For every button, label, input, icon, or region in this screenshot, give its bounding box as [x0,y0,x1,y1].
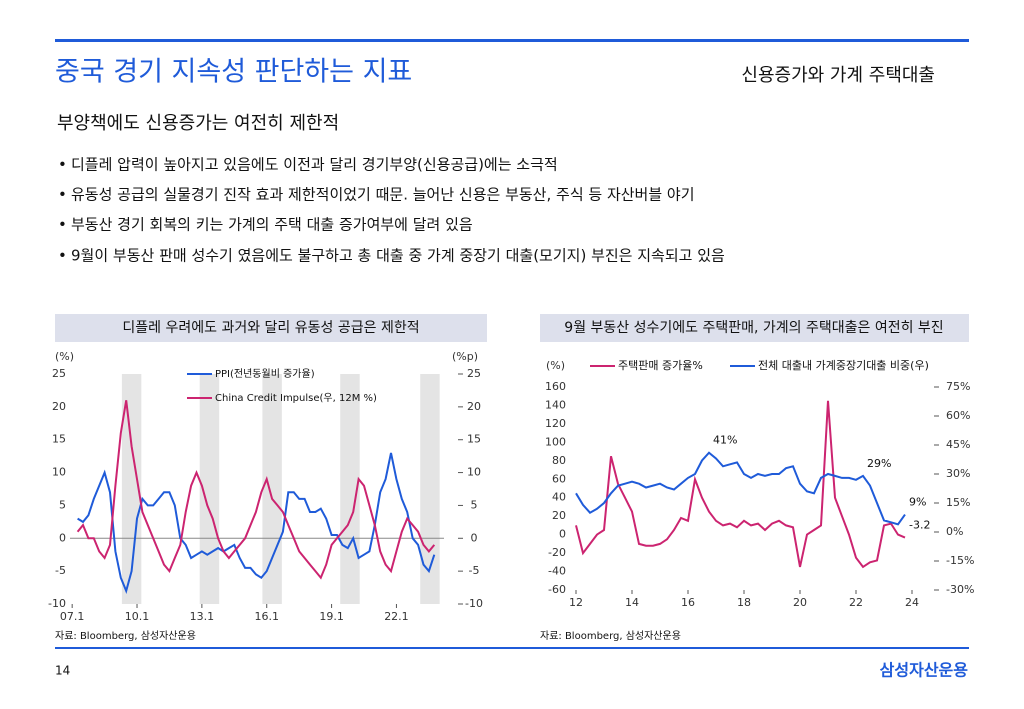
y-tick-label: 20 [552,509,566,522]
y2-tick-label: 75% [946,380,970,393]
data-label: -3.2 [909,519,930,532]
y-tick-label: 5 [59,498,66,511]
y2-tick-label: 0% [946,525,963,538]
panel-title: 디플레 우려에도 과거와 달리 유동성 공급은 제한적 [122,320,419,336]
y-tick-label: 160 [545,380,566,393]
y2-tick-label: 30% [946,467,970,480]
legend-label: 전체 대출내 가계중장기대출 비중(우) [758,359,929,372]
y2-tick-label: 15% [946,496,970,509]
y2-tick-label: 25 [467,367,481,380]
y-tick-label: 0 [559,528,566,541]
logo: 삼성자산운용 [880,661,969,680]
y2-tick-label: 45% [946,438,970,451]
bottom-rule [55,647,969,649]
data-label: 41% [713,434,737,447]
bullet-text: 유동성 공급의 실물경기 진작 효과 제한적이었기 때문. 늘어난 신용은 부동… [71,186,695,204]
y-tick-label: -60 [548,583,566,596]
section: 신용증가와 가계 주택대출 [741,65,935,86]
bullet: • [58,216,67,234]
shaded-range [121,374,142,604]
panel-header-bg [55,314,487,342]
legend-label: PPI(전년동월비 증가율) [215,368,315,380]
panel-title: 9월 부동산 성수기에도 주택판매, 가계의 주택대출은 여전히 부진 [564,320,943,336]
x-tick-label: 07.1 [60,610,85,623]
y-tick-label: 20 [52,400,66,413]
x-tick-label: 12 [569,596,583,609]
y-tick-label: -5 [55,564,66,577]
x-tick-label: 20 [793,596,807,609]
bullet-text: 디플레 압력이 높아지고 있음에도 이전과 달리 경기부양(신용공급)에는 소극… [71,156,558,174]
y-tick-label: 15 [52,433,66,446]
legend-label: China Credit Impulse(우, 12M %) [215,392,377,404]
bullet: • [58,156,67,174]
data-label: 9% [909,496,926,509]
y2-tick-label: 60% [946,409,970,422]
y-tick-label: 40 [552,491,566,504]
x-tick-label: 19.1 [319,610,344,623]
title: 중국 경기 지속성 판단하는 지표 [55,57,412,88]
page-number: 14 [55,664,70,678]
y2-tick-label: -15% [946,554,974,567]
bullet-text: 9월이 부동산 판매 성수기 였음에도 불구하고 총 대출 중 가계 중장기 대… [71,247,725,265]
y-tick-label: 25 [52,367,66,380]
y-tick-label: 60 [552,472,566,485]
y-tick-label: -10 [48,597,66,610]
y2-tick-label: -30% [946,583,974,596]
panel-header-bg [540,314,969,342]
x-tick-label: 16.1 [254,610,279,623]
x-tick-label: 16 [681,596,695,609]
bullet: • [58,186,67,204]
y-axis-label: (%) [55,350,74,363]
shaded-range [262,374,282,604]
y-tick-label: 0 [59,531,66,544]
x-tick-label: 18 [737,596,751,609]
y2-tick-label: 20 [467,400,481,413]
legend-label: 주택판매 증가율% [618,359,703,372]
y-tick-label: 140 [545,398,566,411]
y-tick-label: 120 [545,417,566,430]
source: 자료: Bloomberg, 삼성자산운용 [540,630,681,642]
y-tick-label: -20 [548,546,566,559]
y2-tick-label: 10 [467,466,481,479]
y-axis-label: (%) [546,359,565,372]
y-tick-label: 10 [52,466,66,479]
bullet-text: 부동산 경기 회복의 키는 가계의 주택 대출 증가여부에 달려 있음 [71,216,473,234]
top-rule [55,39,969,42]
bullets: • 디플레 압력이 높아지고 있음에도 이전과 달리 경기부양(신용공급)에는 소… [58,156,725,265]
y-tick-label: 80 [552,454,566,467]
x-tick-label: 22 [849,596,863,609]
x-tick-label: 24 [905,596,919,609]
y2-tick-label: -10 [465,597,483,610]
subtitle: 부양책에도 신용증가는 여전히 제한적 [57,113,339,134]
series-line [575,451,906,526]
y-tick-label: -40 [548,565,566,578]
x-tick-label: 22.1 [384,610,409,623]
x-tick-label: 13.1 [190,610,215,623]
y2-tick-label: 15 [467,433,481,446]
y-tick-label: 100 [545,435,566,448]
source: 자료: Bloomberg, 삼성자산운용 [55,630,196,642]
series-line [575,400,906,569]
series-line [76,400,436,580]
x-tick-label: 14 [625,596,639,609]
y2-tick-label: -5 [469,564,480,577]
y2-axis-label: (%p) [452,350,478,363]
x-tick-label: 10.1 [125,610,150,623]
bullet: • [58,247,67,265]
data-label: 29% [867,457,891,470]
y2-tick-label: 0 [471,531,478,544]
shaded-range [199,374,220,604]
y2-tick-label: 5 [471,498,478,511]
